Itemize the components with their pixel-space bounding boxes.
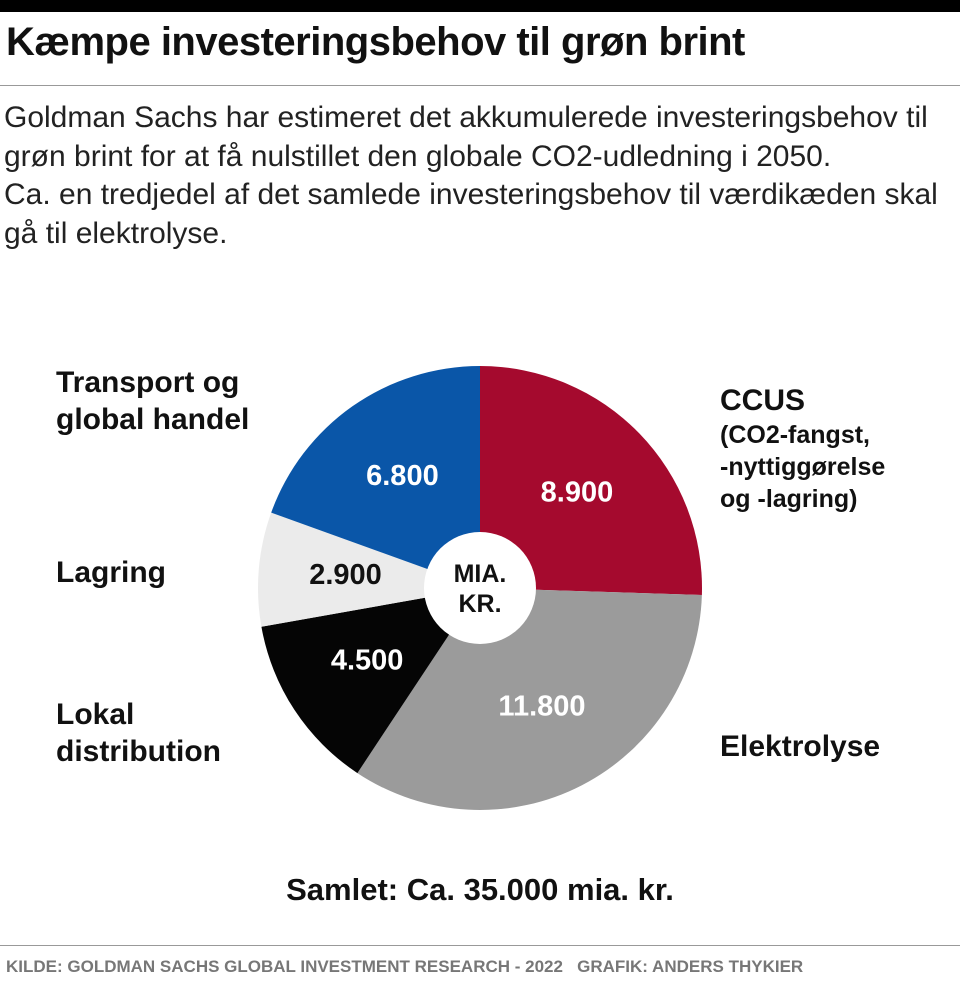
pie-slice-lokal-distribution bbox=[261, 588, 480, 774]
graphic-credit: GRAFIK: ANDERS THYKIER bbox=[577, 957, 804, 976]
label-lokal-line2: distribution bbox=[56, 735, 221, 768]
pie-slice-ccus bbox=[480, 366, 702, 595]
center-unit-label-2: KR. bbox=[458, 590, 501, 618]
chart-title: Kæmpe investeringsbehov til grøn brint bbox=[6, 20, 745, 64]
pie-slice-elektrolyse bbox=[357, 588, 702, 810]
footer-divider bbox=[0, 945, 960, 946]
label-transport-line2: global handel bbox=[56, 403, 250, 436]
description-paragraph-1: Goldman Sachs har estimeret det akkumule… bbox=[4, 101, 928, 173]
pie-slice-lagring bbox=[258, 512, 480, 627]
pie-slice-transport-og-global-handel bbox=[271, 366, 480, 588]
slice-value-lagring: 2.900 bbox=[309, 559, 382, 591]
slice-value-elektrolyse: 11.800 bbox=[498, 691, 585, 723]
label-ccus-detail-3: og -lagring) bbox=[720, 485, 858, 513]
footer-credits: KILDE: GOLDMAN SACHS GLOBAL INVESTMENT R… bbox=[6, 957, 803, 977]
total-label: Samlet: Ca. 35.000 mia. kr. bbox=[286, 872, 674, 907]
label-lokal-line1: Lokal bbox=[56, 698, 135, 731]
label-ccus-name: CCUS bbox=[720, 384, 806, 417]
label-ccus-detail-2: -nyttiggørelse bbox=[720, 453, 886, 481]
label-ccus-detail-1: (CO2-fangst, bbox=[720, 421, 870, 449]
chart-description: Goldman Sachs har estimeret det akkumule… bbox=[4, 99, 954, 253]
label-elektrolyse: Elektrolyse bbox=[720, 730, 881, 763]
title-divider bbox=[0, 85, 960, 86]
slice-value-ccus: 8.900 bbox=[541, 477, 614, 509]
slice-value-transport-og-global-handel: 6.800 bbox=[366, 460, 439, 492]
center-unit-label-1: MIA. bbox=[454, 560, 507, 588]
label-transport: Transport og global handel bbox=[56, 364, 249, 438]
label-ccus: CCUS (CO2-fangst, -nyttiggørelse og -lag… bbox=[720, 382, 885, 515]
source-credit: KILDE: GOLDMAN SACHS GLOBAL INVESTMENT R… bbox=[6, 957, 563, 976]
slice-value-lokal-distribution: 4.500 bbox=[331, 645, 404, 677]
description-paragraph-2: Ca. en tredjedel af det samlede invester… bbox=[4, 178, 938, 250]
top-bar bbox=[0, 0, 960, 12]
label-transport-line1: Transport og bbox=[56, 366, 240, 399]
label-lokal-distribution: Lokal distribution bbox=[56, 696, 221, 770]
donut-hole bbox=[424, 532, 536, 644]
label-lagring: Lagring bbox=[56, 556, 166, 589]
